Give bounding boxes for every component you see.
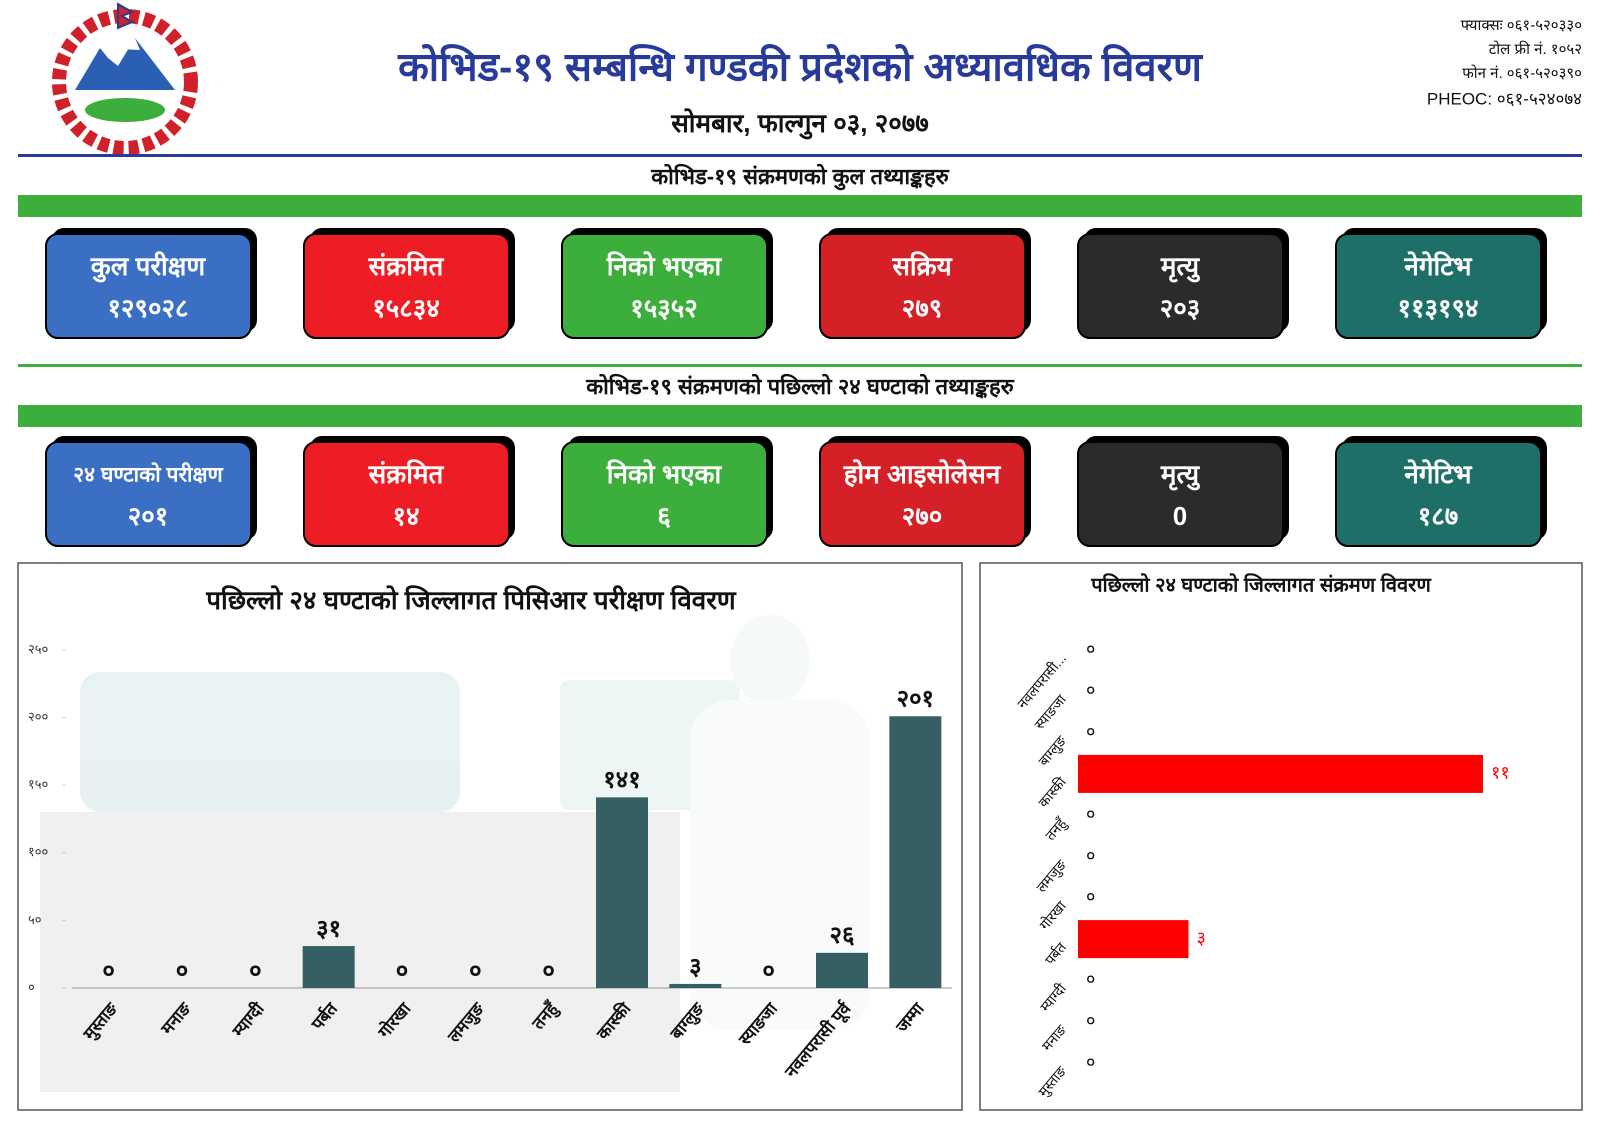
value-label: ० xyxy=(1086,639,1095,659)
card xyxy=(561,233,768,339)
value-label: ० xyxy=(1086,680,1095,700)
card-label: मृत्यु xyxy=(1160,251,1200,283)
date: सोमबार, फाल्गुन ०३, २०७७ xyxy=(670,108,929,140)
card-label: संक्रमित xyxy=(368,251,445,281)
value-label: ० xyxy=(1086,1052,1095,1072)
value-label: ० xyxy=(762,957,774,984)
green-band xyxy=(18,405,1582,427)
divider xyxy=(18,154,1582,157)
card-label: कुल परीक्षण xyxy=(90,251,207,283)
card xyxy=(45,233,252,339)
bar xyxy=(1078,754,1483,793)
card-value: २७९ xyxy=(902,293,943,323)
bar xyxy=(1078,920,1189,959)
chart-panel xyxy=(979,562,1583,1111)
value-label: ० xyxy=(249,957,261,984)
value-label: ० xyxy=(396,957,408,984)
card xyxy=(819,441,1026,547)
value-label: ० xyxy=(1086,721,1095,741)
card-value: १२९०२८ xyxy=(107,293,188,323)
card-value: १५८३४ xyxy=(372,293,440,323)
value-label: ० xyxy=(1086,1010,1095,1030)
card-value: २०१ xyxy=(128,501,169,531)
card xyxy=(1335,233,1542,339)
section-title: कोभिड-१९ संक्रमणको कुल तथ्याङ्कहरु xyxy=(650,163,949,191)
value-label: ० xyxy=(1086,969,1095,989)
card-label: संक्रमित xyxy=(368,459,445,489)
bar xyxy=(889,716,942,988)
value-label: ३१ xyxy=(316,915,341,942)
emblem xyxy=(52,2,198,155)
card-label: मृत्यु xyxy=(1160,459,1200,491)
chart-title: पछिल्लो २४ घण्टाको जिल्लागत पिसिआर परीक्… xyxy=(205,585,737,615)
value-label: ० xyxy=(469,957,481,984)
green-band xyxy=(18,195,1582,217)
card xyxy=(1335,441,1542,547)
bar xyxy=(302,946,355,988)
contact: फ्याक्सः ०६१-५२०३३० xyxy=(1461,17,1582,34)
y-tick-label: २५० xyxy=(28,641,48,656)
value-label: ० xyxy=(1086,887,1095,907)
y-tick-label: ० xyxy=(28,979,35,994)
value-label: ० xyxy=(542,957,554,984)
card-label: होम आइसोलेसन xyxy=(843,459,1002,489)
value-label: ३ xyxy=(1196,928,1205,948)
divider xyxy=(18,364,1582,367)
value-label: २६ xyxy=(830,922,855,949)
card xyxy=(45,441,252,547)
card-value: १५३५२ xyxy=(630,293,698,323)
bar xyxy=(596,797,648,988)
value-label: ० xyxy=(1086,845,1095,865)
card-label: नेगेटिभ xyxy=(1403,459,1473,489)
bar xyxy=(816,952,868,988)
card-value: १८७ xyxy=(1418,501,1459,531)
section-title: कोभिड-१९ संक्रमणको पछिल्लो २४ घण्टाको तथ… xyxy=(585,373,1014,399)
chart-panel xyxy=(17,562,963,1111)
card-label: २४ घण्टाको परीक्षण xyxy=(73,462,223,487)
y-tick-label: २०० xyxy=(28,709,48,724)
value-label: ० xyxy=(176,957,188,984)
card xyxy=(1077,441,1284,547)
value-label: ११ xyxy=(1491,763,1510,783)
card xyxy=(303,441,510,547)
card xyxy=(303,233,510,339)
chart-title: पछिल्लो २४ घण्टाको जिल्लागत संक्रमण विवर… xyxy=(1090,572,1432,596)
card-value: १४ xyxy=(392,501,419,531)
y-tick-label: १५० xyxy=(28,777,48,792)
card-label: निको भएका xyxy=(606,251,723,281)
contact: टोल फ्री नं. १०५२ xyxy=(1489,40,1582,58)
card-value: 0 xyxy=(1173,501,1187,531)
value-label: २०१ xyxy=(897,686,934,713)
card xyxy=(819,233,1026,339)
value-label: ० xyxy=(102,957,114,984)
contact: फोन नं. ०६१-५२०३९० xyxy=(1462,64,1582,82)
title: कोभिड-१९ सम्बन्धि गण्डकी प्रदेशको अध्याव… xyxy=(397,44,1204,90)
contact: PHEOC: ०६१-५२४०७४ xyxy=(1427,89,1582,108)
card xyxy=(561,441,768,547)
card-value: २०३ xyxy=(1160,293,1201,323)
card-label: निको भएका xyxy=(606,459,723,489)
card-value: ६ xyxy=(657,501,671,531)
card-value: ११३१९४ xyxy=(1397,293,1478,323)
value-label: ० xyxy=(1086,804,1095,824)
lab-illustration xyxy=(40,615,870,1092)
value-label: १४१ xyxy=(603,767,640,794)
y-tick-label: ५० xyxy=(28,912,42,927)
y-tick-label: १०० xyxy=(28,844,48,859)
value-label: ३ xyxy=(689,953,701,980)
card-value: २७० xyxy=(902,501,943,531)
bar xyxy=(669,983,722,988)
card-label: सक्रिय xyxy=(891,251,952,281)
card-label: नेगेटिभ xyxy=(1403,251,1473,281)
card xyxy=(1077,233,1284,339)
